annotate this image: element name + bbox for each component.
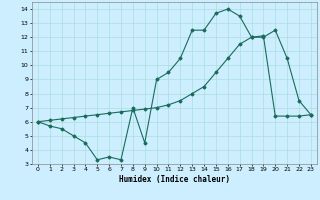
X-axis label: Humidex (Indice chaleur): Humidex (Indice chaleur) xyxy=(119,175,230,184)
